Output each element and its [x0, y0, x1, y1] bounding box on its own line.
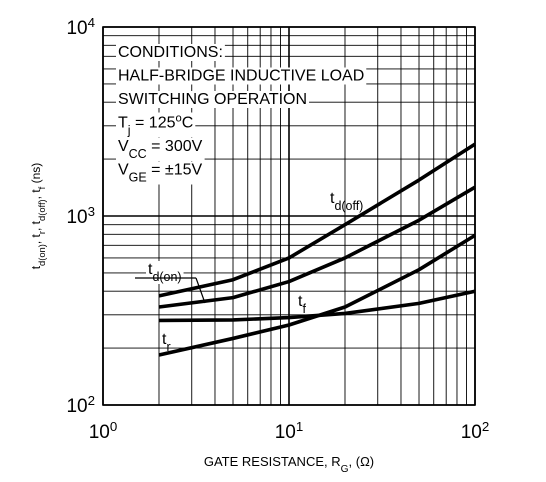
- y-axis-label-part: t: [29, 265, 43, 269]
- conditions-text: VCC = 300V: [118, 138, 203, 161]
- x-tick-label-part: 10: [89, 422, 110, 443]
- conditions-text-part: j: [127, 124, 131, 138]
- y-tick-label-part: 2: [88, 393, 95, 408]
- conditions-text: VGE = ±15V: [118, 162, 203, 185]
- conditions-text-part: V: [118, 162, 129, 179]
- conditions-text-part: CC: [129, 147, 147, 161]
- conditions-backing: [116, 91, 310, 108]
- y-tick-label: 104: [66, 15, 95, 40]
- conditions-text-part: = 300V: [147, 138, 203, 155]
- y-axis-label-part: , t: [29, 189, 43, 200]
- series-label-part: r: [166, 340, 170, 354]
- x-tick-label-part: 0: [110, 419, 117, 434]
- conditions-text: CONDITIONS:: [118, 44, 223, 61]
- series-label-part: t: [330, 190, 335, 207]
- conditions-backing: [116, 67, 367, 85]
- y-axis-label-part: , t: [29, 220, 43, 231]
- x-tick-label: 100: [89, 419, 118, 444]
- y-tick-label-part: 10: [66, 18, 87, 39]
- conditions-text-part: HALF-BRIDGE INDUCTIVE LOAD: [118, 68, 364, 85]
- series-line: [158, 233, 476, 357]
- series-label: td(on): [148, 261, 182, 284]
- x-axis-label-part: , (Ω): [349, 454, 375, 469]
- y-tick-label-part: 4: [88, 15, 95, 30]
- conditions-text-part: C: [182, 115, 194, 132]
- series-label-part: t: [148, 261, 153, 278]
- series-label: tf: [298, 293, 306, 316]
- conditions-text-part: = ±15V: [147, 162, 203, 179]
- conditions-text-part: CONDITIONS:: [118, 44, 223, 61]
- conditions-text-part: V: [118, 138, 129, 155]
- conditions-text-part: SWITCHING OPERATION: [118, 91, 307, 108]
- x-tick-label-part: 2: [482, 419, 489, 434]
- y-tick-label-part: 10: [66, 396, 87, 417]
- series-label: td(off): [330, 190, 363, 213]
- series-label-part: d(off): [334, 199, 363, 213]
- y-tick-label-part: 10: [66, 207, 87, 228]
- x-axis-label-part: G: [341, 464, 349, 475]
- leader-line: [195, 277, 206, 304]
- plot-frame: [102, 26, 476, 406]
- y-axis-label: td(on), tr, td(off), tf (ns): [29, 163, 47, 270]
- x-axis-label-part: GATE RESISTANCE, R: [204, 454, 341, 469]
- conditions-text-part: o: [176, 113, 182, 125]
- conditions-backing: [116, 138, 205, 161]
- series-label: tr: [162, 331, 171, 354]
- conditions-backing: [116, 112, 196, 138]
- x-tick-label-part: 10: [275, 422, 296, 443]
- y-axis-label-part: d(on): [37, 244, 47, 266]
- y-axis-label-part: , t: [29, 233, 43, 244]
- series-line: [158, 142, 476, 298]
- conditions-text: HALF-BRIDGE INDUCTIVE LOAD: [118, 68, 364, 85]
- y-axis-label-part: f: [37, 186, 47, 189]
- x-tick-label-part: 10: [461, 422, 482, 443]
- y-axis-label-part: r: [37, 231, 47, 234]
- conditions-text-part: T: [118, 115, 128, 132]
- series-label-part: t: [162, 331, 167, 348]
- conditions-backing: [116, 161, 205, 185]
- conditions-text-part: GE: [129, 171, 147, 185]
- series-line: [158, 185, 476, 309]
- x-tick-label: 102: [461, 419, 490, 444]
- conditions-text: Tj = 125oC: [118, 113, 193, 138]
- conditions-backing: [116, 44, 225, 61]
- y-tick-label: 102: [66, 393, 95, 418]
- y-tick-label-part: 3: [88, 204, 95, 219]
- y-tick-label: 103: [66, 204, 95, 229]
- series-label-part: f: [302, 302, 306, 316]
- series-label-part: d(on): [152, 270, 181, 284]
- conditions-text: SWITCHING OPERATION: [118, 91, 307, 108]
- x-tick-label: 101: [275, 419, 304, 444]
- x-tick-label-part: 1: [296, 419, 303, 434]
- x-axis-label: GATE RESISTANCE, RG, (Ω): [204, 454, 374, 475]
- y-axis-label-part: d(off): [37, 199, 47, 221]
- conditions-text-part: = 125: [131, 115, 176, 132]
- y-axis-label-part: (ns): [29, 163, 43, 187]
- series-label-part: t: [298, 293, 303, 310]
